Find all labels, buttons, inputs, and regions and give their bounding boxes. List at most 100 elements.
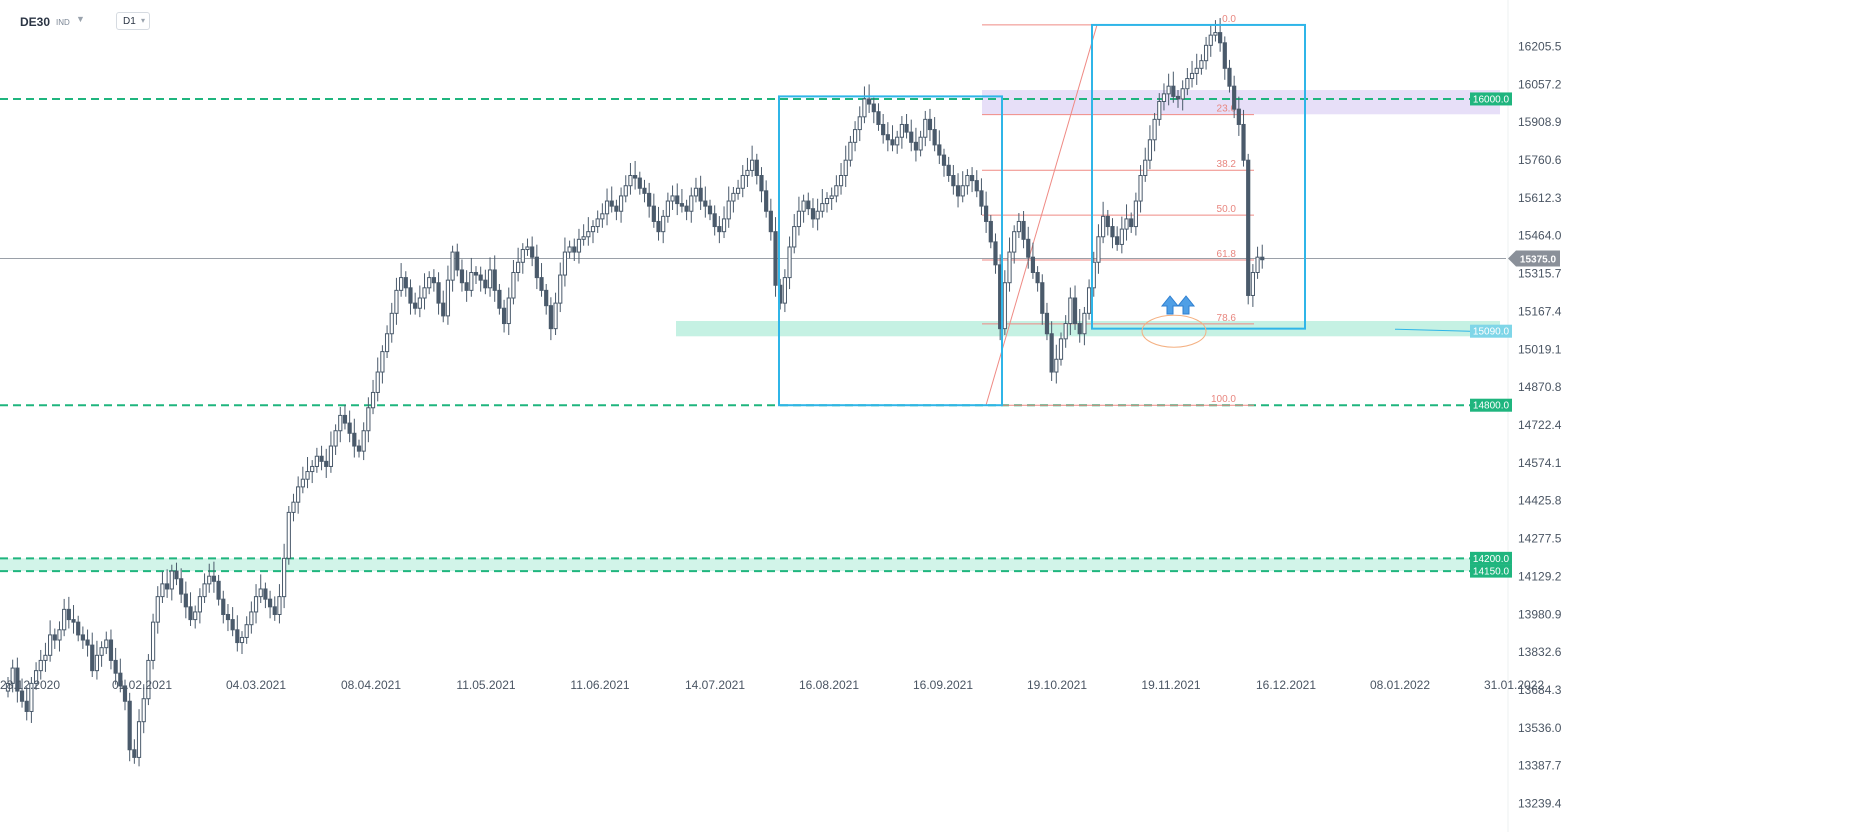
candle[interactable] xyxy=(1101,201,1106,244)
candle[interactable] xyxy=(806,192,811,216)
candle[interactable] xyxy=(445,265,451,325)
candle[interactable] xyxy=(848,135,853,167)
candle[interactable] xyxy=(450,245,455,292)
candle[interactable] xyxy=(1077,308,1082,343)
candle[interactable] xyxy=(1115,226,1120,251)
candle[interactable] xyxy=(141,684,146,734)
candle[interactable] xyxy=(244,616,249,644)
candle[interactable] xyxy=(881,114,886,144)
candle[interactable] xyxy=(1241,109,1246,167)
candle[interactable] xyxy=(852,121,858,152)
candle[interactable] xyxy=(548,297,553,341)
candle[interactable] xyxy=(431,269,436,292)
candle[interactable] xyxy=(1096,224,1101,274)
candle[interactable] xyxy=(960,171,965,203)
candle[interactable] xyxy=(352,418,357,458)
candle[interactable] xyxy=(721,206,727,239)
candle[interactable] xyxy=(296,476,301,514)
candle[interactable] xyxy=(834,175,839,203)
candle[interactable] xyxy=(665,192,670,223)
candle[interactable] xyxy=(1260,244,1265,269)
candle[interactable] xyxy=(969,167,975,193)
candle[interactable] xyxy=(305,457,310,489)
candle[interactable] xyxy=(759,167,764,203)
candle[interactable] xyxy=(544,283,549,315)
candle[interactable] xyxy=(1072,285,1078,330)
candle[interactable] xyxy=(815,198,820,231)
candle[interactable] xyxy=(1180,80,1185,111)
candle[interactable] xyxy=(604,188,610,226)
candle[interactable] xyxy=(787,236,792,290)
candle[interactable] xyxy=(90,632,95,678)
candle[interactable] xyxy=(366,397,371,443)
candle[interactable] xyxy=(43,642,48,672)
candle[interactable] xyxy=(174,562,179,586)
candle[interactable] xyxy=(108,629,114,670)
candle[interactable] xyxy=(1086,279,1092,320)
candle[interactable] xyxy=(122,679,128,711)
candle[interactable] xyxy=(1124,204,1129,241)
candle[interactable] xyxy=(291,493,296,522)
candle[interactable] xyxy=(572,238,577,262)
candle[interactable] xyxy=(1236,96,1241,136)
candle[interactable] xyxy=(380,345,385,384)
candle[interactable] xyxy=(745,157,750,187)
candle[interactable] xyxy=(29,677,34,723)
candle[interactable] xyxy=(225,604,231,632)
candle[interactable] xyxy=(207,563,212,593)
candle[interactable] xyxy=(310,460,315,484)
candle[interactable] xyxy=(94,640,100,680)
candle[interactable] xyxy=(553,292,558,336)
candle[interactable] xyxy=(824,192,830,213)
candle[interactable] xyxy=(937,130,942,165)
candle[interactable] xyxy=(647,182,652,218)
candle[interactable] xyxy=(1185,68,1190,96)
candle[interactable] xyxy=(1166,73,1171,106)
candle[interactable] xyxy=(792,214,797,254)
candle[interactable] xyxy=(169,564,174,601)
candle[interactable] xyxy=(1049,321,1054,381)
candle[interactable] xyxy=(277,584,282,624)
candle[interactable] xyxy=(99,641,104,667)
candle[interactable] xyxy=(85,629,90,657)
candle[interactable] xyxy=(469,257,474,297)
candle[interactable] xyxy=(562,237,568,287)
candle[interactable] xyxy=(951,165,956,195)
candle[interactable] xyxy=(843,145,848,187)
candle[interactable] xyxy=(731,186,736,213)
candle[interactable] xyxy=(492,255,497,302)
candle[interactable] xyxy=(628,163,633,195)
candle[interactable] xyxy=(1175,90,1181,108)
candle[interactable] xyxy=(497,283,502,315)
candle[interactable] xyxy=(651,193,656,228)
candle[interactable] xyxy=(1246,153,1251,305)
candle[interactable] xyxy=(263,582,268,609)
candle[interactable] xyxy=(76,615,81,642)
candle[interactable] xyxy=(211,561,217,593)
candle[interactable] xyxy=(633,160,638,190)
candle[interactable] xyxy=(183,581,188,619)
candle[interactable] xyxy=(600,203,605,228)
candle[interactable] xyxy=(282,543,287,609)
candle[interactable] xyxy=(810,198,816,228)
candle[interactable] xyxy=(464,270,469,302)
candle[interactable] xyxy=(520,243,525,274)
candle[interactable] xyxy=(1044,302,1050,341)
candle[interactable] xyxy=(1016,213,1021,239)
candle[interactable] xyxy=(394,277,399,325)
candle[interactable] xyxy=(1227,59,1232,93)
candle[interactable] xyxy=(136,709,142,767)
candle[interactable] xyxy=(637,171,642,195)
candle[interactable] xyxy=(1105,209,1110,236)
candle[interactable] xyxy=(558,262,563,313)
candle[interactable] xyxy=(1063,315,1068,348)
candle[interactable] xyxy=(1222,36,1227,80)
candle[interactable] xyxy=(455,243,460,277)
symbol-dropdown-icon[interactable]: ▼ xyxy=(76,14,85,24)
candle[interactable] xyxy=(328,431,334,473)
candle[interactable] xyxy=(857,106,862,142)
candle[interactable] xyxy=(511,259,516,305)
candle[interactable] xyxy=(862,86,867,124)
candle[interactable] xyxy=(1152,112,1157,152)
candle[interactable] xyxy=(193,605,198,629)
